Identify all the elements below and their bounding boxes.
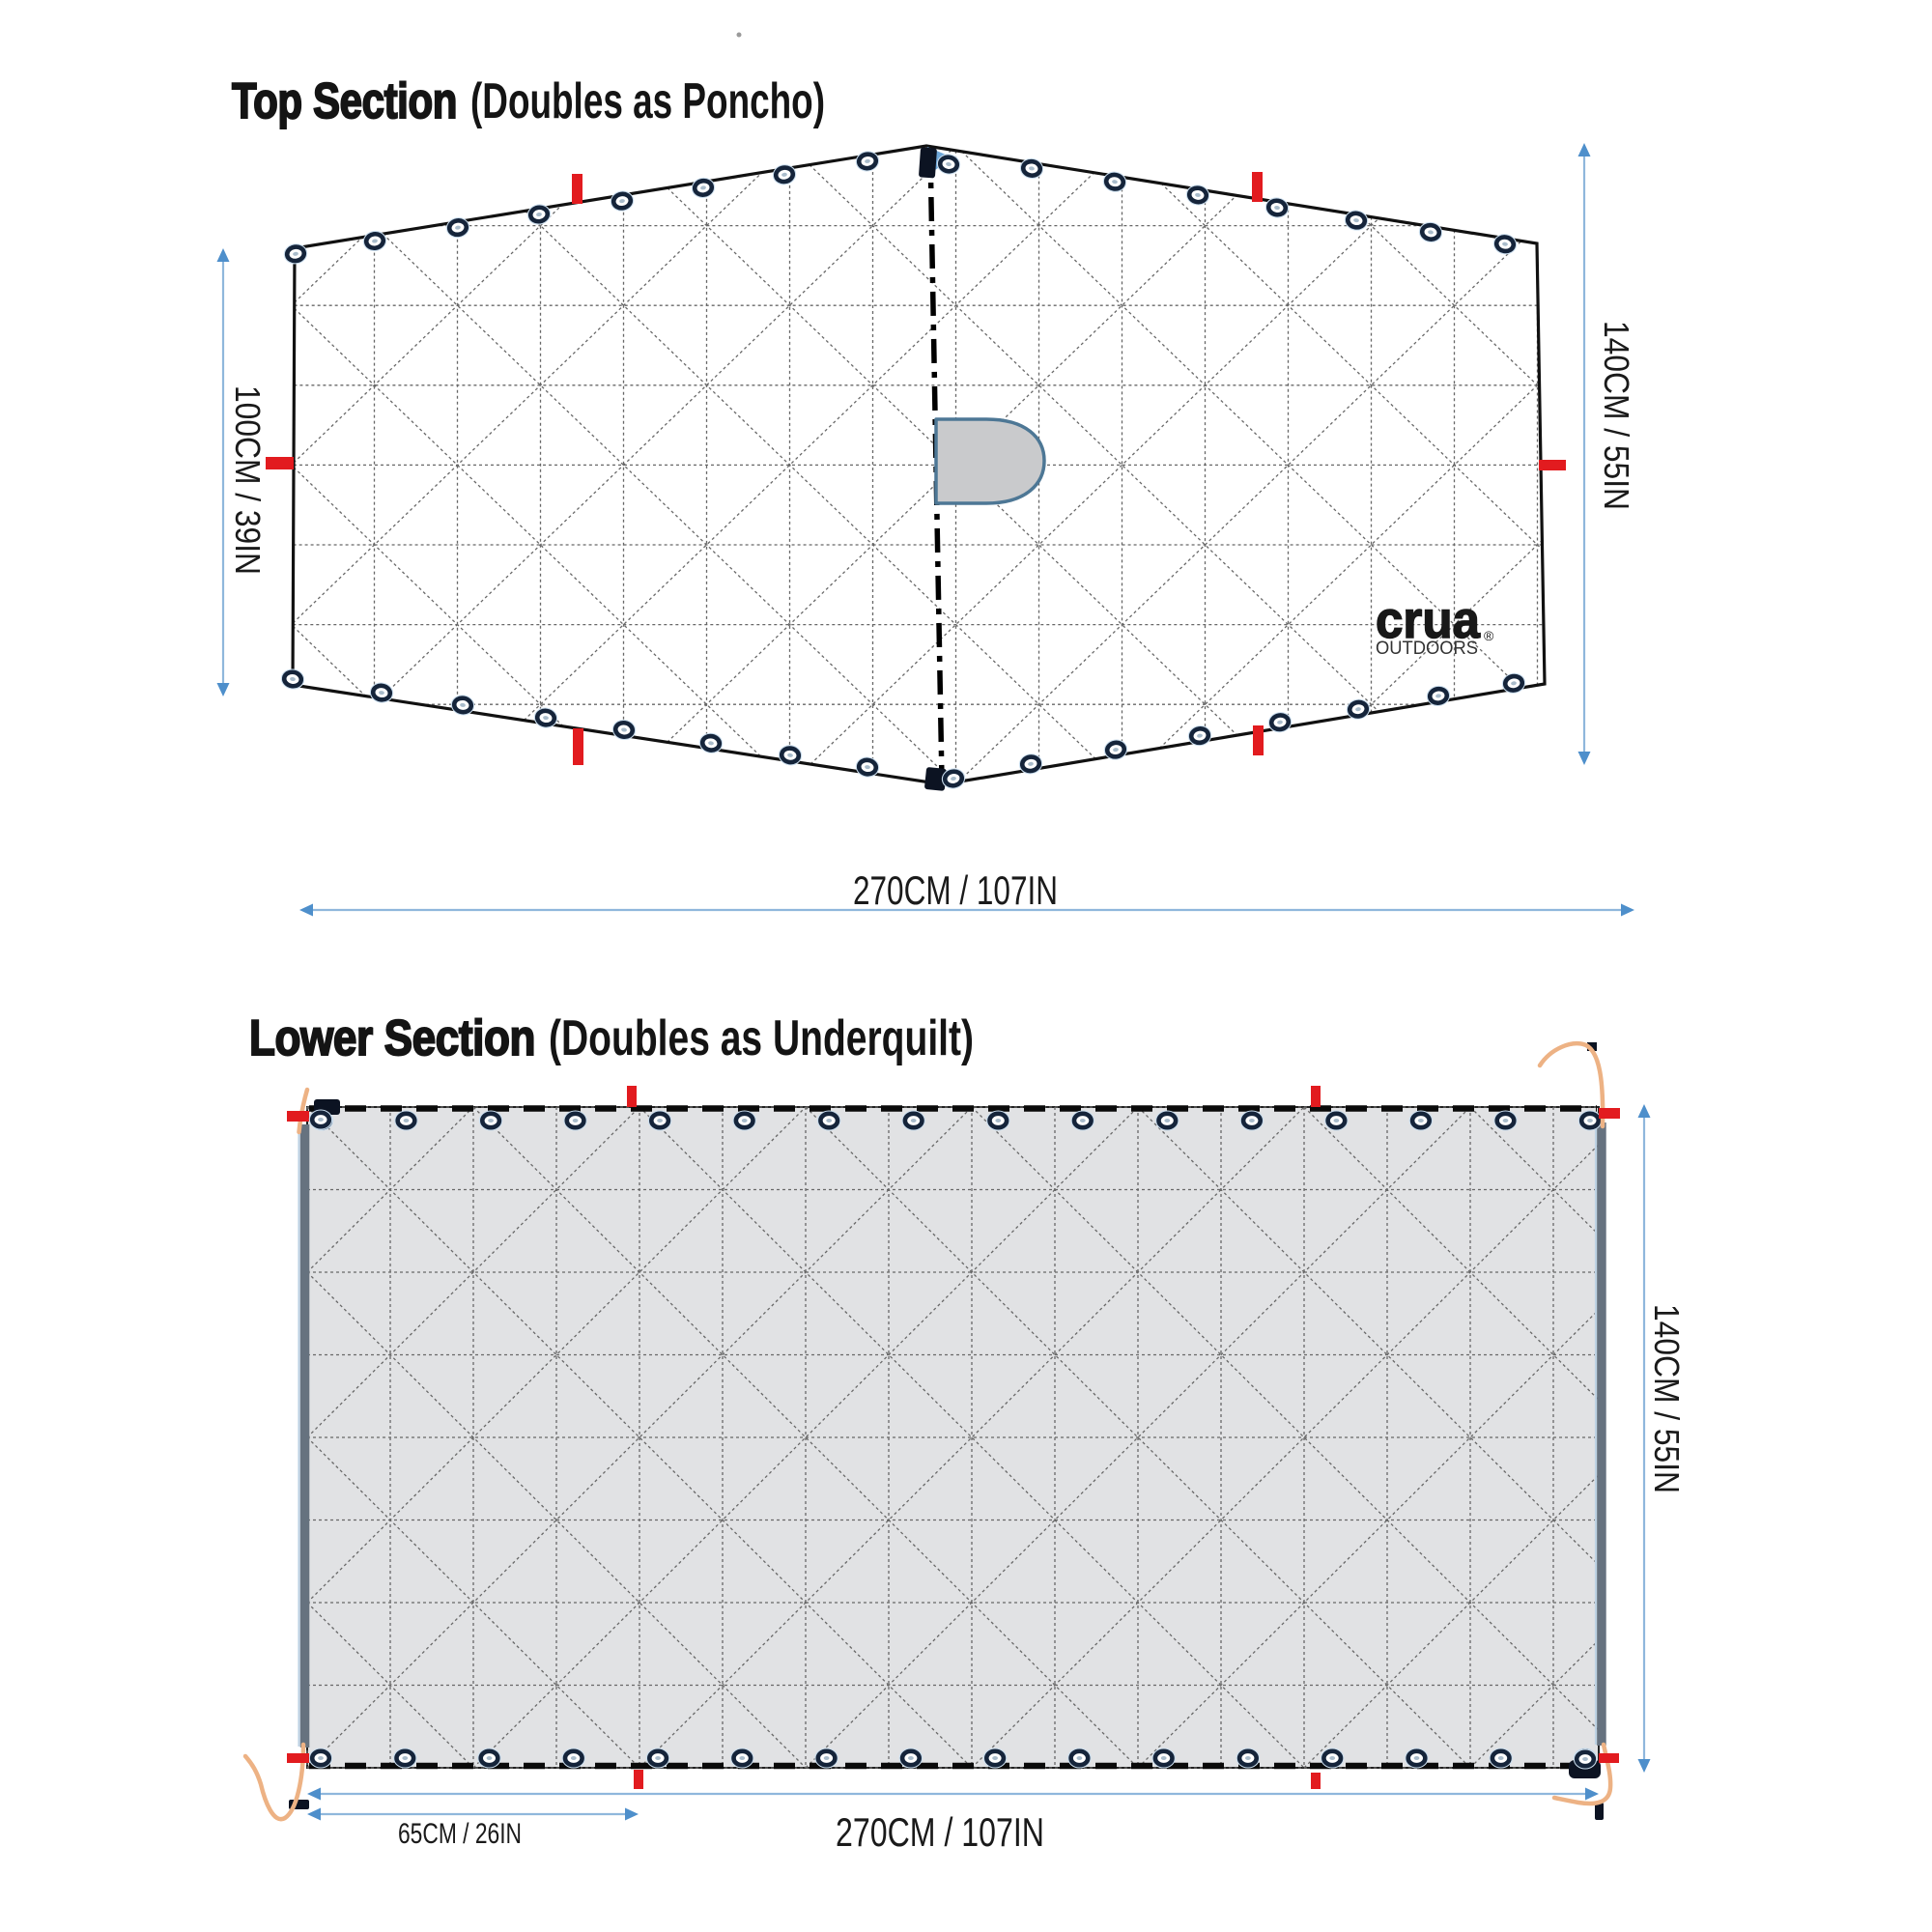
- svg-text:OUTDOORS: OUTDOORS: [1376, 639, 1478, 659]
- svg-text:Top Section: Top Section: [232, 73, 457, 129]
- svg-text:crua: crua: [1376, 591, 1481, 649]
- svg-text:100CM / 39IN: 100CM / 39IN: [228, 385, 268, 575]
- svg-text:®: ®: [1484, 628, 1494, 643]
- svg-text:65CM / 26IN: 65CM / 26IN: [398, 1818, 522, 1850]
- svg-text:(Doubles as Poncho): (Doubles as Poncho): [470, 73, 825, 129]
- svg-text:270CM / 107IN: 270CM / 107IN: [853, 867, 1058, 913]
- svg-text:140CM / 55IN: 140CM / 55IN: [1597, 321, 1636, 510]
- svg-text:270CM / 107IN: 270CM / 107IN: [836, 1809, 1044, 1855]
- svg-text:(Doubles as Underquilt): (Doubles as Underquilt): [549, 1010, 974, 1066]
- svg-text:140CM / 55IN: 140CM / 55IN: [1647, 1304, 1687, 1493]
- svg-text:Lower Section: Lower Section: [249, 1010, 535, 1066]
